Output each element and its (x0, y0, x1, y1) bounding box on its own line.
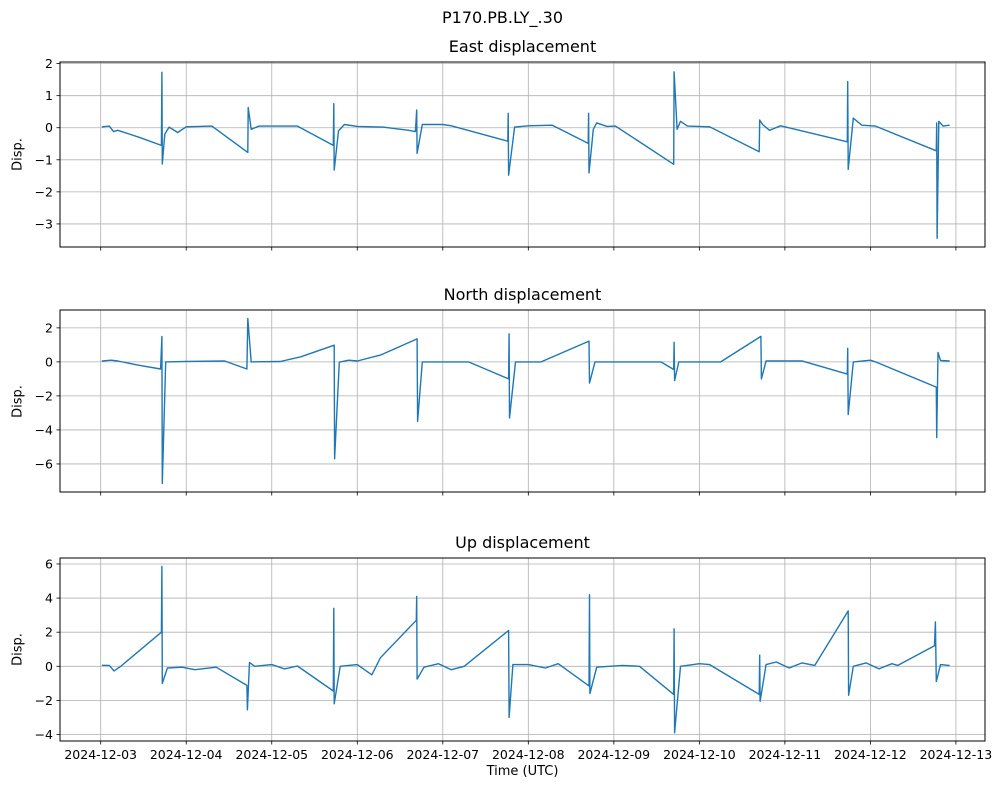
y-tick-label: −2 (35, 184, 53, 199)
subplot-up: 6 4 2 0 −2 −4 (35, 556, 986, 745)
x-tick-label: 2024-12-12 (834, 747, 907, 762)
x-tick-label: 2024-12-07 (406, 747, 479, 762)
x-axis-label: Time (UTC) (486, 764, 559, 779)
subplot-north: 2 0 −2 −4 −6 (35, 309, 986, 496)
y-tick-label: 6 (45, 556, 53, 571)
x-tick-label: 2024-12-08 (492, 747, 565, 762)
axes-frame (59, 61, 986, 248)
y-tick-label: −6 (35, 456, 53, 471)
y-tick-label: −1 (35, 152, 53, 167)
x-tick-label: 2024-12-09 (577, 747, 650, 762)
axes-frame (59, 309, 986, 493)
y-tick-label: −2 (35, 693, 53, 708)
y-tick-label: 2 (45, 320, 53, 335)
axes-frame (59, 557, 986, 742)
x-tick-label: 2024-12-04 (150, 747, 223, 762)
subplot-east: 2 1 0 −1 −2 −3 (35, 56, 986, 251)
subplot-title-north: North displacement (443, 285, 602, 304)
y-tick-label: −4 (35, 422, 53, 437)
subplot-title-east: East displacement (448, 37, 597, 56)
figure-title: P170.PB.LY_.30 (442, 8, 563, 27)
x-tick-label: 2024-12-06 (321, 747, 394, 762)
x-tick-label: 2024-12-10 (663, 747, 736, 762)
y-tick-label: 0 (45, 659, 53, 674)
y-tick-label: −2 (35, 388, 53, 403)
subplot-title-up: Up displacement (455, 533, 590, 552)
x-tick-label: 2024-12-03 (64, 747, 137, 762)
y-tick-label: 2 (45, 625, 53, 640)
y-tick-label: 0 (45, 354, 53, 369)
y-tick-label: 0 (45, 120, 53, 135)
x-tick-label: 2024-12-11 (749, 747, 822, 762)
y-tick-label: 1 (45, 88, 53, 103)
east-series-line (101, 71, 950, 240)
y-tick-label: −4 (35, 727, 53, 742)
y-tick-label: 4 (45, 591, 53, 606)
x-tick-label: 2024-12-13 (920, 747, 993, 762)
y-tick-label: −3 (35, 216, 53, 231)
up-series-line (101, 565, 950, 734)
x-tick-label: 2024-12-05 (235, 747, 308, 762)
y-tick-label: 2 (45, 56, 53, 71)
north-series-line (101, 317, 950, 485)
